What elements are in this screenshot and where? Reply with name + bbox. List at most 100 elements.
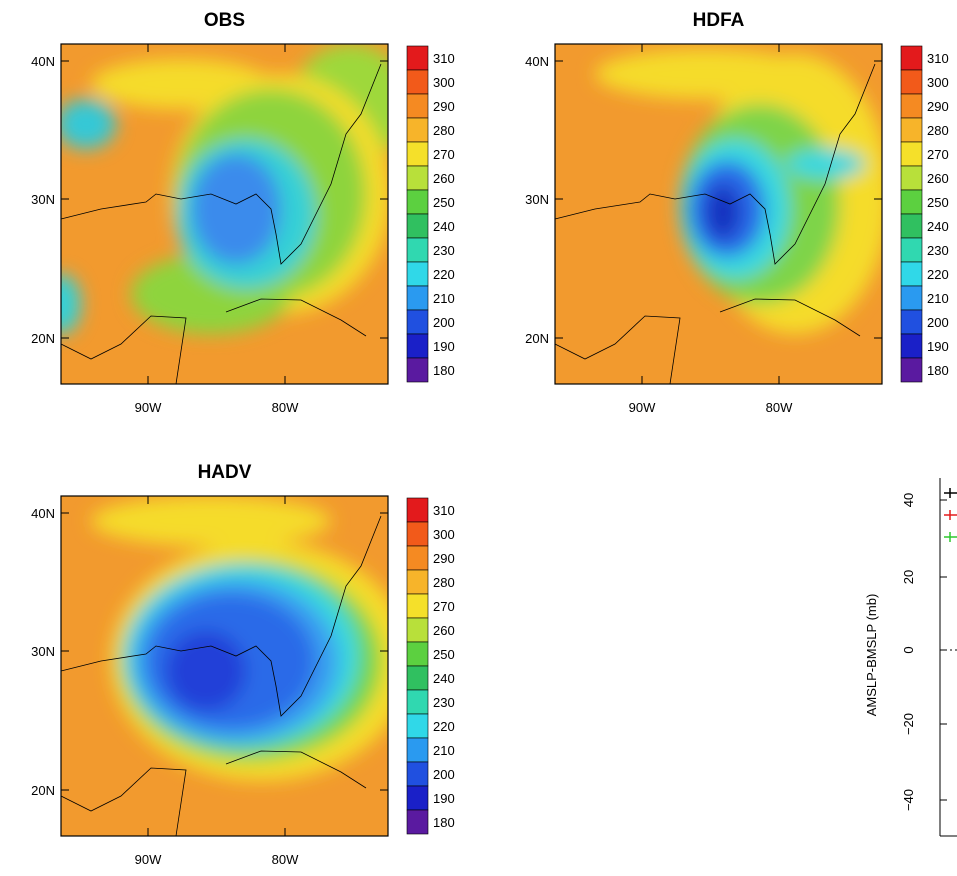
colorbar-box <box>406 665 429 691</box>
colorbar-label: 280 <box>433 575 455 590</box>
colorbar-label: 240 <box>927 219 949 234</box>
colorbar-label: 300 <box>433 75 455 90</box>
colorbar-box <box>406 93 429 119</box>
y-tick-label: −20 <box>901 713 916 735</box>
colorbar-label: 290 <box>433 551 455 566</box>
colorbar-label: 200 <box>433 315 455 330</box>
colorbar-box <box>406 713 429 739</box>
panel-title: HADV <box>198 462 252 483</box>
lat-label: 40N <box>525 54 549 69</box>
colorbar-box <box>406 689 429 715</box>
colorbar-label: 250 <box>433 195 455 210</box>
colorbar-box <box>900 117 923 143</box>
colorbar-label: 310 <box>927 51 949 66</box>
colorbar-box <box>900 333 923 359</box>
lat-label: 20N <box>525 331 549 346</box>
coastline <box>60 63 382 385</box>
lon-label: 90W <box>629 400 656 415</box>
colorbar-label: 290 <box>927 99 949 114</box>
colorbar-box <box>900 213 923 239</box>
y-tick-label: 0 <box>901 646 916 653</box>
colorbar-label: 300 <box>927 75 949 90</box>
map-frame <box>60 495 389 837</box>
colorbar-label: 220 <box>433 719 455 734</box>
lat-label: 30N <box>31 192 55 207</box>
colorbar-label: 190 <box>433 791 455 806</box>
colorbar-label: 230 <box>927 243 949 258</box>
colorbar-label: 210 <box>433 291 455 306</box>
colorbar-label: 180 <box>927 363 949 378</box>
colorbar-label: 290 <box>433 99 455 114</box>
colorbar-box <box>900 189 923 215</box>
colorbar-label: 200 <box>433 767 455 782</box>
colorbar-label: 210 <box>927 291 949 306</box>
map-frame <box>60 43 389 385</box>
colorbar-box <box>900 45 923 71</box>
map-frame <box>554 43 883 385</box>
lat-label: 30N <box>525 192 549 207</box>
colorbar-box <box>406 117 429 143</box>
colorbar-box <box>900 141 923 167</box>
colorbar-box <box>406 237 429 263</box>
colorbar-box <box>406 641 429 667</box>
colorbar-box <box>900 69 923 95</box>
colorbar-box <box>900 285 923 311</box>
colorbar-box <box>406 785 429 811</box>
lon-label: 80W <box>272 400 299 415</box>
colorbar-box <box>406 189 429 215</box>
colorbar-label: 200 <box>927 315 949 330</box>
colorbar-label: 190 <box>927 339 949 354</box>
colorbar-box <box>900 357 923 383</box>
colorbar-label: 310 <box>433 51 455 66</box>
y-tick-label: 40 <box>901 493 916 507</box>
coastline <box>60 515 382 837</box>
colorbar-box <box>406 309 429 335</box>
colorbar-box <box>406 521 429 547</box>
colorbar-label: 240 <box>433 219 455 234</box>
colorbar-box <box>406 69 429 95</box>
colorbar-box <box>406 737 429 763</box>
colorbar-box <box>406 357 429 383</box>
lat-label: 40N <box>31 506 55 521</box>
colorbar-label: 230 <box>433 695 455 710</box>
colorbar-label: 270 <box>433 147 455 162</box>
map-hdfa <box>555 44 882 384</box>
coastline <box>554 63 876 385</box>
colorbar-box <box>406 165 429 191</box>
panel-title: HDFA <box>693 10 745 31</box>
colorbar-box <box>406 545 429 571</box>
colorbar-label: 250 <box>433 647 455 662</box>
colorbar-label: 230 <box>433 243 455 258</box>
colorbar-label: 180 <box>433 363 455 378</box>
colorbar-box <box>406 261 429 287</box>
colorbar-label: 260 <box>433 171 455 186</box>
axis-label: AMSLP-BMSLP (mb) <box>864 594 879 717</box>
lat-label: 30N <box>31 644 55 659</box>
colorbar-label: 310 <box>433 503 455 518</box>
lat-label: 40N <box>31 54 55 69</box>
colorbar-box <box>900 93 923 119</box>
colorbar-label: 220 <box>927 267 949 282</box>
colorbar-label: 270 <box>433 599 455 614</box>
map-obs <box>61 44 388 384</box>
colorbar-label: 240 <box>433 671 455 686</box>
y-tick-label: −40 <box>901 789 916 811</box>
lat-label: 20N <box>31 331 55 346</box>
colorbar-box <box>406 761 429 787</box>
colorbar-box <box>406 617 429 643</box>
lon-label: 90W <box>135 852 162 867</box>
colorbar-label: 180 <box>433 815 455 830</box>
lon-label: 90W <box>135 400 162 415</box>
colorbar-label: 280 <box>433 123 455 138</box>
colorbar-label: 190 <box>433 339 455 354</box>
colorbar-label: 210 <box>433 743 455 758</box>
colorbar-box <box>406 809 429 835</box>
colorbar-label: 280 <box>927 123 949 138</box>
colorbar-box <box>406 497 429 523</box>
colorbar-label: 260 <box>433 623 455 638</box>
colorbar-label: 260 <box>927 171 949 186</box>
colorbar-label: 300 <box>433 527 455 542</box>
colorbar-label: 270 <box>927 147 949 162</box>
